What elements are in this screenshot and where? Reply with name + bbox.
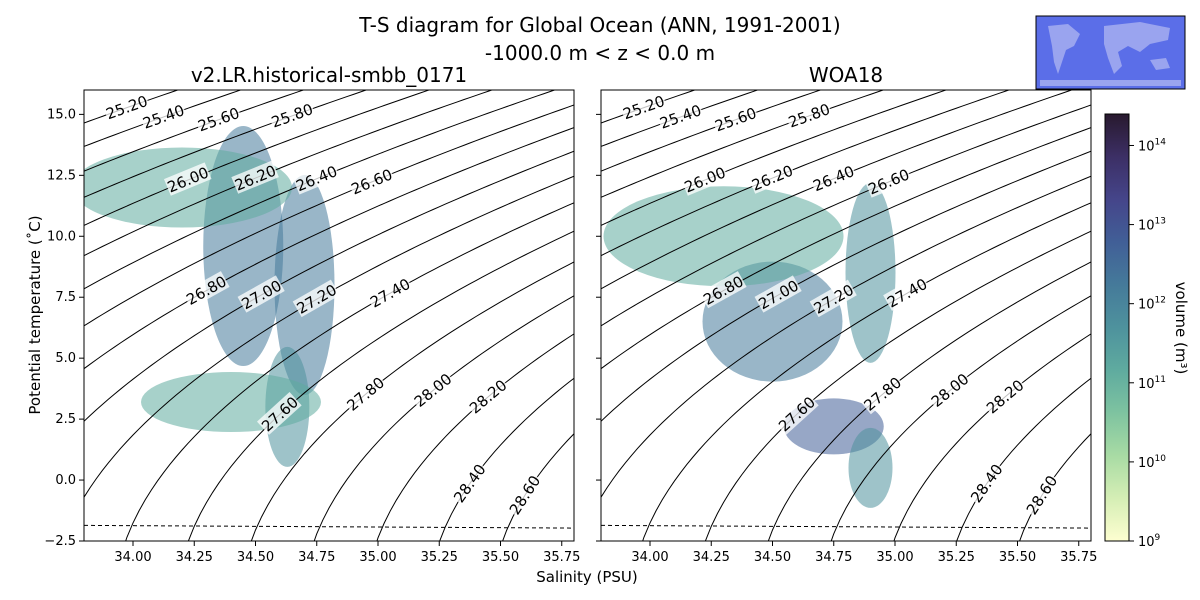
density-contour	[439, 377, 574, 541]
volume-core	[603, 186, 844, 287]
colorbar: 109 1010 1011 1012 1013 1014 volume (m³)	[1104, 113, 1190, 550]
density-contour	[84, 90, 431, 226]
y-axis-label: Potential temperature (˚C)	[26, 215, 44, 414]
region-map-inset	[1035, 15, 1186, 90]
x-tick-label: 34.00	[114, 550, 151, 565]
x-tick-label: 34.75	[298, 550, 335, 565]
right-plot-frame	[600, 89, 1092, 542]
density-contour	[642, 202, 1091, 541]
contour-label: 28.20	[466, 376, 511, 417]
freezing-line	[601, 524, 1091, 529]
x-tick-label: 35.25	[938, 550, 975, 565]
left-axis-ticks: 34.00 34.25 34.50 34.75 35.00 35.25 35.50 35.75…	[44, 107, 580, 565]
x-tick-label: 35.00	[876, 550, 913, 565]
colorbar-tick-label: 1014	[1138, 137, 1166, 154]
density-contour	[84, 90, 243, 147]
density-contour	[376, 333, 574, 541]
density-contour	[84, 150, 574, 422]
right-heatmap	[601, 90, 1091, 529]
x-tick-label: 34.50	[754, 550, 791, 565]
density-contour	[601, 90, 760, 147]
contour-label: 28.60	[1023, 472, 1061, 518]
contour-label: 28.20	[983, 376, 1028, 417]
colorbar-gradient	[1104, 113, 1130, 542]
x-tick-label: 35.75	[1060, 550, 1097, 565]
x-tick-label: 34.75	[815, 550, 852, 565]
x-tick-label: 35.00	[359, 550, 396, 565]
contour-label: 28.40	[967, 461, 1007, 506]
y-tick-label: 5.0	[55, 351, 76, 366]
y-tick-label: 12.5	[47, 168, 76, 183]
y-tick-label: 7.5	[55, 290, 76, 305]
x-tick-label: 34.00	[631, 550, 668, 565]
density-contour	[84, 104, 574, 327]
contour-label: 27.80	[343, 374, 388, 415]
density-contour	[84, 90, 368, 198]
colorbar-label: volume (m³)	[1172, 282, 1190, 375]
figure-title-line2: -1000.0 m < z < 0.0 m	[485, 41, 715, 65]
colorbar-tick-label: 109	[1138, 533, 1161, 550]
right-panel-title: WOA18	[809, 63, 883, 87]
y-tick-label: 0.0	[55, 473, 76, 488]
x-tick-label: 35.25	[421, 550, 458, 565]
x-tick-label: 34.50	[237, 550, 274, 565]
density-contour	[601, 90, 885, 198]
right-axis-ticks: 34.00 34.25 34.50 34.75 35.00 35.25 35.50 35.75	[596, 113, 1097, 565]
density-contour	[601, 104, 1091, 327]
left-plot-frame	[83, 89, 575, 542]
x-tick-label: 34.25	[176, 550, 213, 565]
figure-title-line1: T-S diagram for Global Ocean (ANN, 1991-…	[358, 13, 840, 37]
colorbar-tick-label: 1010	[1138, 454, 1166, 471]
freezing-line	[84, 524, 574, 529]
contour-label: 28.00	[411, 370, 456, 411]
contour-label: 27.40	[367, 275, 413, 312]
y-tick-label: −2.5	[44, 534, 76, 549]
colorbar-tick-label: 1012	[1138, 296, 1166, 313]
y-tick-label: 10.0	[47, 229, 76, 244]
colorbar-tick-label: 1011	[1138, 375, 1166, 392]
contour-label: 28.00	[928, 370, 973, 411]
volume-core	[848, 427, 893, 508]
x-tick-label: 35.75	[543, 550, 580, 565]
volume-core	[274, 175, 335, 396]
left-panel-title: v2.LR.historical-smbb_0171	[191, 63, 467, 87]
x-tick-label: 35.50	[482, 550, 519, 565]
density-contour	[956, 377, 1091, 541]
density-contour	[313, 295, 574, 541]
density-contour	[84, 127, 574, 370]
colorbar-tick-label: 1013	[1138, 217, 1166, 234]
density-contour	[601, 127, 1091, 370]
x-tick-label: 34.25	[693, 550, 730, 565]
density-contour	[601, 90, 1011, 257]
x-tick-label: 35.50	[999, 550, 1036, 565]
density-contour	[767, 261, 1091, 541]
colorbar-ticks: 109 1010 1011 1012 1013 1014	[1129, 137, 1166, 550]
y-tick-label: 2.5	[55, 412, 76, 427]
volume-core	[845, 182, 896, 363]
y-tick-label: 15.0	[47, 107, 76, 122]
density-contour	[187, 230, 574, 541]
density-contour	[84, 90, 494, 257]
density-contour	[601, 90, 948, 226]
density-contour	[125, 202, 574, 541]
contour-label: 28.60	[506, 472, 544, 518]
density-contour	[601, 150, 1091, 422]
contour-label: 28.40	[450, 461, 490, 506]
density-contour	[250, 261, 574, 541]
x-axis-label: Salinity (PSU)	[536, 568, 638, 586]
density-contour	[704, 230, 1091, 541]
